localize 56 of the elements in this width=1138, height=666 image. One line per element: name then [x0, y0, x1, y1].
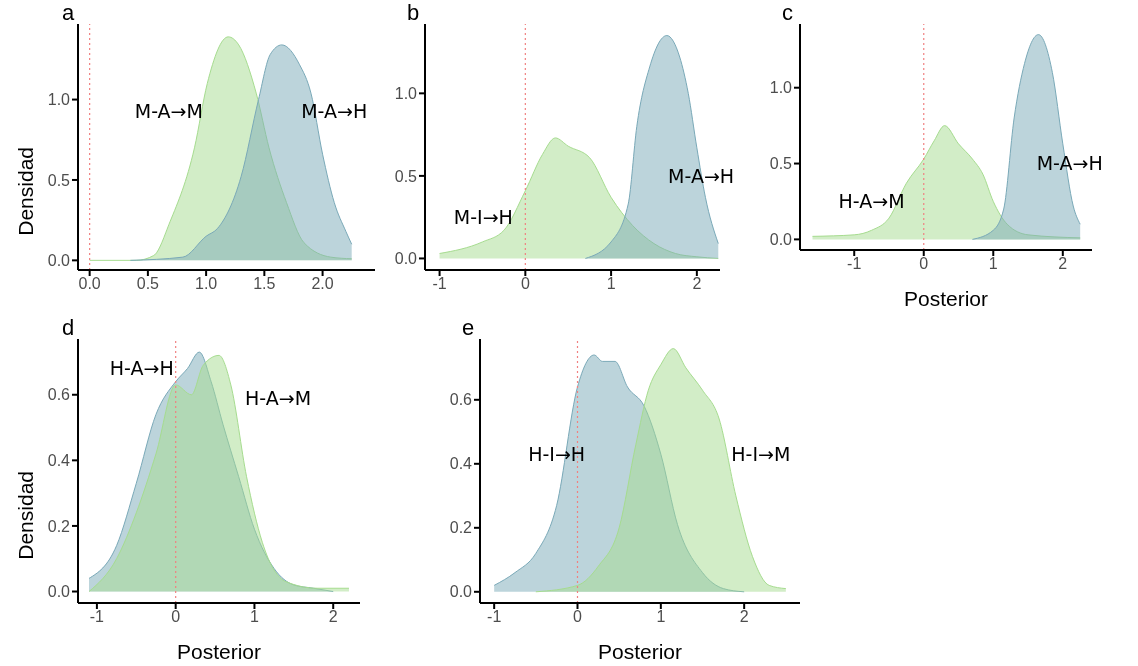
x-tick-label: 0 [520, 275, 530, 293]
y-tick-label: 0.4 [449, 455, 473, 473]
x-tick-label: -1 [847, 255, 862, 273]
series-label: H-A→M [838, 190, 905, 213]
x-tick-label: 2.0 [311, 275, 334, 293]
y-tick-label: 0.2 [47, 517, 71, 535]
x-tick-label: 0 [573, 608, 583, 626]
x-tick-label: 1 [988, 255, 998, 273]
y-tick-label: 1.0 [47, 91, 71, 109]
y-tick-label: 0.0 [47, 583, 71, 601]
x-tick-label: -1 [432, 275, 447, 293]
x-tick-label: 1 [606, 275, 616, 293]
y-axis-title: Densidad [14, 471, 38, 560]
y-axis-title: Densidad [14, 147, 38, 236]
x-tick-label: 2 [739, 608, 749, 626]
x-tick-label: 0.0 [78, 275, 101, 293]
x-tick-label: 2 [1058, 255, 1068, 273]
series-label: M-A→M [134, 99, 203, 122]
x-tick-label: 2 [328, 608, 338, 626]
series-label: M-I→H [453, 205, 513, 228]
y-tick-label: 0.2 [449, 519, 473, 537]
x-tick-label: 0 [919, 255, 929, 273]
chart-title: d [62, 315, 75, 341]
y-tick-label: 0.0 [449, 583, 473, 601]
series-label: H-I→M [731, 442, 791, 465]
x-axis-title: Posterior [903, 287, 989, 310]
y-tick-label: 1.0 [769, 79, 793, 97]
series-label: M-A→H [301, 99, 368, 122]
x-tick-label: -1 [89, 608, 105, 626]
y-tick-label: 0.5 [394, 167, 418, 185]
series-label: H-A→M [245, 386, 312, 409]
x-tick-label: 0 [171, 608, 181, 626]
y-tick-label: 0.6 [449, 391, 473, 409]
x-tick-label: 1 [249, 608, 259, 626]
chart-title: e [462, 315, 475, 341]
chart-title: b [407, 0, 420, 26]
x-axis-title: Posterior [597, 640, 683, 663]
chart-title: c [782, 0, 793, 26]
series-label: M-A→H [1036, 152, 1103, 175]
y-tick-label: 0.0 [769, 231, 793, 249]
series-label: M-A→H [668, 164, 735, 187]
y-tick-label: 0.5 [769, 155, 793, 173]
series-label: H-I→H [528, 442, 586, 465]
series-label: H-A→H [109, 357, 174, 380]
x-tick-label: -1 [487, 608, 502, 626]
x-tick-label: 1.0 [194, 275, 218, 293]
x-axis-title: Posterior [176, 640, 262, 663]
y-tick-label: 0.6 [47, 386, 71, 404]
y-tick-label: 0.4 [47, 452, 71, 470]
x-tick-label: 1 [656, 608, 666, 626]
x-tick-label: 0.5 [136, 275, 160, 293]
chart-title: a [62, 0, 75, 26]
y-tick-label: 1.0 [394, 85, 418, 103]
y-tick-label: 0.5 [47, 171, 71, 189]
x-tick-label: 1.5 [253, 275, 276, 293]
x-tick-label: 2 [692, 275, 702, 293]
